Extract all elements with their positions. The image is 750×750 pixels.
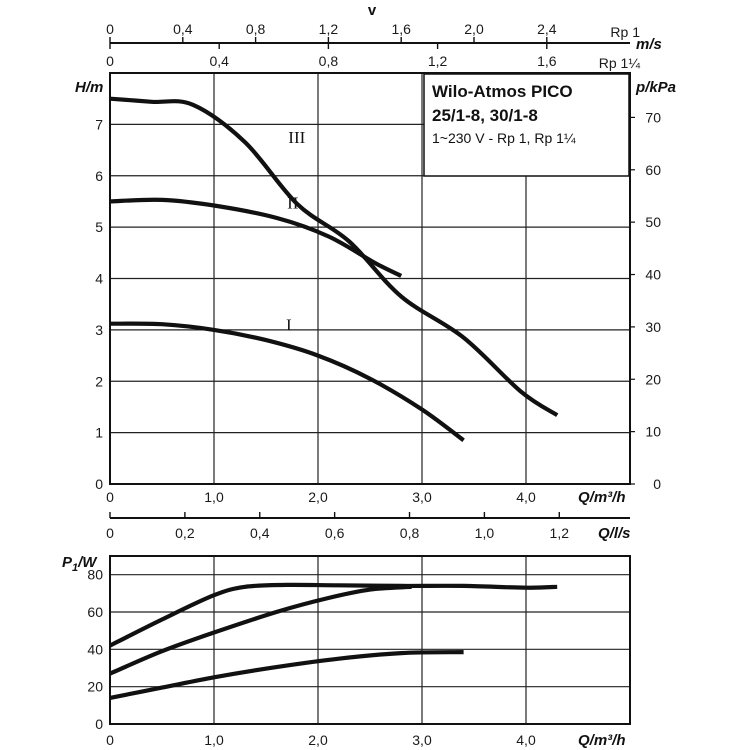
power-x-tick-label: 2,0 — [308, 732, 328, 748]
head-y-tick-label: 3 — [95, 322, 103, 338]
head-y-ticks: 0 1 2 3 4 5 6 7 — [95, 116, 103, 492]
legend-box: Wilo-Atmos PICO 25/1-8, 30/1-8 1~230 V -… — [423, 73, 630, 177]
head-y-right-tick-label: 60 — [645, 162, 661, 178]
head-y-right-tick-label: 0 — [653, 476, 661, 492]
power-y-tick-label: 60 — [87, 604, 103, 620]
legend-box-frame — [423, 73, 630, 177]
head-curve-label: II — [287, 194, 299, 213]
head-y-label: H/m — [75, 79, 103, 96]
flow-ls-unit: Q/l/s — [598, 525, 631, 542]
velocity-unit: m/s — [636, 36, 662, 53]
power-x-tick-label: 3,0 — [412, 732, 432, 748]
flow-ls-tick-label: 0,8 — [400, 525, 420, 541]
head-y-tick-label: 2 — [95, 373, 103, 389]
power-y-tick-label: 40 — [87, 641, 103, 657]
head-y-tick-label: 4 — [95, 271, 103, 287]
power-x-tick-label: 1,0 — [204, 732, 224, 748]
head-y-right-tick-label: 70 — [645, 109, 661, 125]
head-curve-ii — [109, 197, 403, 278]
head-curve-label: III — [288, 128, 305, 147]
power-curve-ii — [109, 584, 412, 676]
power-grid — [110, 556, 630, 724]
power-y-tick-label: 0 — [95, 716, 103, 732]
velocity-rp1-label: Rp 1 — [610, 24, 640, 40]
velocity-rp1-tick-label: 0 — [106, 21, 114, 37]
velocity-rp114-tick-label: 0,4 — [209, 53, 229, 69]
head-y-right-tick-label: 40 — [645, 267, 661, 283]
head-chart: Wilo-Atmos PICO 25/1-8, 30/1-8 1~230 V -… — [75, 72, 676, 506]
head-y-right-label: p/kPa — [635, 79, 676, 96]
power-curve-iii — [109, 582, 558, 648]
power-x-tick-label: 4,0 — [516, 732, 536, 748]
head-plot-frame — [109, 72, 631, 485]
velocity-rp1-tick-label: 1,6 — [391, 21, 411, 37]
velocity-axis: v 0 0,4 0,8 1,2 1,6 2,0 2,4 0 0,4 0,8 1,2 1,6 Rp 1… — [106, 2, 662, 71]
head-x-tick-label: 1,0 — [204, 489, 224, 505]
velocity-rp1-ticks: 0 0,4 0,8 1,2 1,6 2,0 2,4 — [106, 21, 557, 43]
power-x-tick-label: 0 — [106, 732, 114, 748]
head-y-right-tick-label: 50 — [645, 214, 661, 230]
velocity-rp1-tick-label: 0,4 — [173, 21, 193, 37]
head-y-right-tick-label: 30 — [645, 319, 661, 335]
velocity-rp114-tick-label: 0 — [106, 53, 114, 69]
flow-ls-tick-label: 1,0 — [475, 525, 495, 541]
velocity-rp1-tick-label: 2,4 — [537, 21, 557, 37]
head-y-tick-label: 1 — [95, 425, 103, 441]
legend-title: Wilo-Atmos PICO — [432, 82, 573, 101]
power-y-label-unit: /W — [77, 554, 98, 571]
flow-ls-tick-label: 1,2 — [550, 525, 570, 541]
head-y-right-tick-label: 10 — [645, 424, 661, 440]
flow-ls-tick-label: 0,2 — [175, 525, 195, 541]
flow-ls-tick-label: 0,6 — [325, 525, 345, 541]
power-y-tick-label: 20 — [87, 679, 103, 695]
velocity-rp114-ticks: 0 0,4 0,8 1,2 1,6 — [106, 43, 557, 69]
power-series — [109, 582, 558, 700]
flow-ls-axis: 0 0,2 0,4 0,6 0,8 1,0 1,2 Q/l/s — [106, 512, 631, 542]
power-y-label: P1/W — [62, 554, 98, 574]
legend-voltage: 1~230 V - Rp 1, Rp 1¼ — [432, 130, 576, 146]
flow-ls-tick-label: 0,4 — [250, 525, 270, 541]
flow-ls-tick-label: 0 — [106, 525, 114, 541]
power-curve-i — [109, 650, 464, 700]
head-y-tick-label: 6 — [95, 168, 103, 184]
power-y-label-sub: 1 — [72, 562, 78, 574]
power-chart: 0 20 40 60 80 0 1,0 2,0 3,0 4,0 P1/W Q/m³/h — [62, 554, 631, 749]
head-x-tick-label: 3,0 — [412, 489, 432, 505]
head-x-ticks: 0 1,0 2,0 3,0 4,0 — [106, 489, 536, 505]
head-y-tick-label: 7 — [95, 116, 103, 132]
velocity-rp114-label: Rp 1¼ — [599, 55, 641, 71]
velocity-rp114-tick-label: 0,8 — [319, 53, 339, 69]
head-curve-label: I — [286, 315, 292, 334]
head-y-tick-label: 0 — [95, 476, 103, 492]
head-curve-i — [109, 321, 465, 442]
head-x-tick-label: 4,0 — [516, 489, 536, 505]
head-x-tick-label: 0 — [106, 489, 114, 505]
power-plot-frame — [109, 555, 631, 725]
head-y-right-tick-label: 20 — [645, 371, 661, 387]
power-x-ticks: 0 1,0 2,0 3,0 4,0 — [106, 732, 536, 748]
power-y-ticks: 0 20 40 60 80 — [87, 567, 103, 732]
velocity-rp114-tick-label: 1,2 — [428, 53, 448, 69]
head-y-tick-label: 5 — [95, 219, 103, 235]
power-x-label: Q/m³/h — [578, 732, 626, 749]
legend-models: 25/1-8, 30/1-8 — [432, 106, 538, 125]
power-y-label-main: P — [62, 554, 73, 571]
velocity-rp1-tick-label: 2,0 — [464, 21, 484, 37]
head-x-tick-label: 2,0 — [308, 489, 328, 505]
flow-ls-ticks: 0 0,2 0,4 0,6 0,8 1,0 1,2 — [106, 512, 569, 541]
velocity-rp1-tick-label: 0,8 — [246, 21, 266, 37]
velocity-rp114-tick-label: 1,6 — [537, 53, 557, 69]
head-y-right-ticks: 0 10 20 30 40 50 60 70 — [630, 109, 661, 492]
head-x-label: Q/m³/h — [578, 489, 626, 506]
velocity-axis-title: v — [368, 2, 377, 19]
power-y-tick-label: 80 — [87, 567, 103, 583]
head-curve-iii — [109, 96, 559, 417]
velocity-rp1-tick-label: 1,2 — [319, 21, 339, 37]
